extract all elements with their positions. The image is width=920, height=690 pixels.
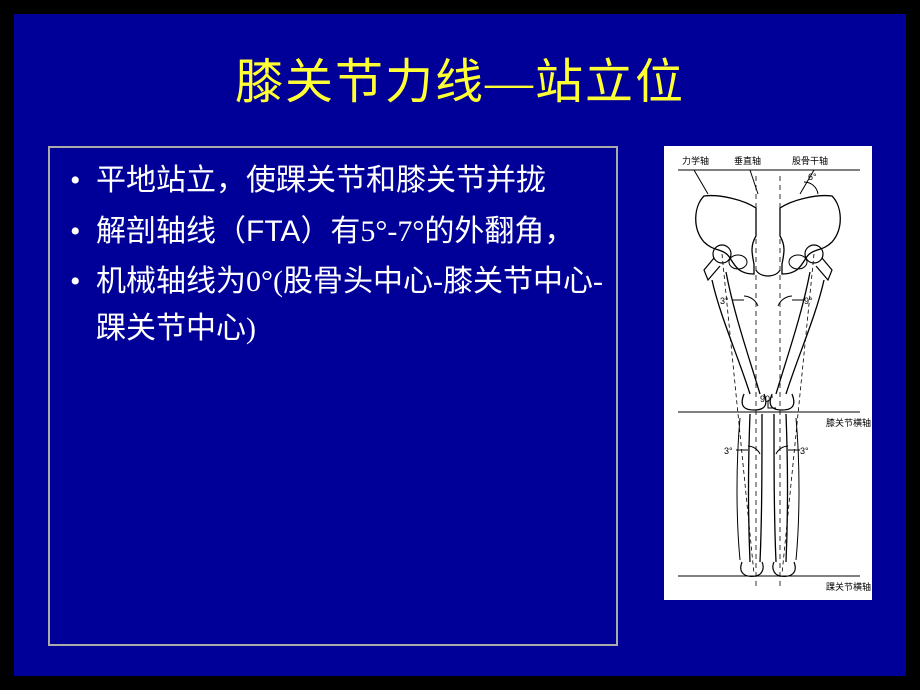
bullet-item: 机械轴线为0°(股骨头中心-膝关节中心-踝关节中心) (70, 259, 606, 352)
angle-3-upper-left: 3° (720, 296, 729, 306)
slide-title: 膝关节力线—站立位 (14, 14, 906, 112)
label-femoral-axis: 股骨干轴 (792, 155, 828, 166)
angle-3-lower-left: 3° (724, 446, 733, 456)
bullet-list: 平地站立，使踝关节和膝关节并拢 解剖轴线（FTA）有5°-7°的外翻角， 机械轴… (70, 158, 606, 352)
anatomy-svg: 力学轴 垂直轴 股骨干轴 6° (664, 146, 872, 600)
angle-6: 6° (808, 172, 817, 182)
bullet-item: 平地站立，使踝关节和膝关节并拢 (70, 158, 606, 205)
bullet-text-latin: FTA (246, 215, 300, 248)
angle-3-lower-right: 3° (800, 446, 809, 456)
content-box: 平地站立，使踝关节和膝关节并拢 解剖轴线（FTA）有5°-7°的外翻角， 机械轴… (48, 146, 618, 646)
anatomy-figure: 力学轴 垂直轴 股骨干轴 6° (664, 146, 872, 600)
slide: 膝关节力线—站立位 平地站立，使踝关节和膝关节并拢 解剖轴线（FTA）有5°-7… (14, 14, 906, 676)
bullet-text-pre: 解剖轴线（ (96, 215, 246, 248)
bullet-item: 解剖轴线（FTA）有5°-7°的外翻角， (70, 209, 606, 256)
bullet-text: 平地站立，使踝关节和膝关节并拢 (96, 164, 546, 197)
label-ankle-axis: 踝关节横轴 (826, 581, 871, 592)
label-mechanical-axis: 力学轴 (682, 155, 709, 166)
bullet-text-post: ）有5°-7°的外翻角， (300, 215, 574, 248)
angle-9-upper-right: 9° (804, 296, 813, 306)
label-knee-axis: 膝关节横轴 (826, 417, 871, 428)
bullet-text: 机械轴线为0°(股骨头中心-膝关节中心-踝关节中心) (96, 265, 603, 345)
label-vertical-axis: 垂直轴 (734, 155, 761, 166)
angle-90: 90° (760, 394, 774, 404)
